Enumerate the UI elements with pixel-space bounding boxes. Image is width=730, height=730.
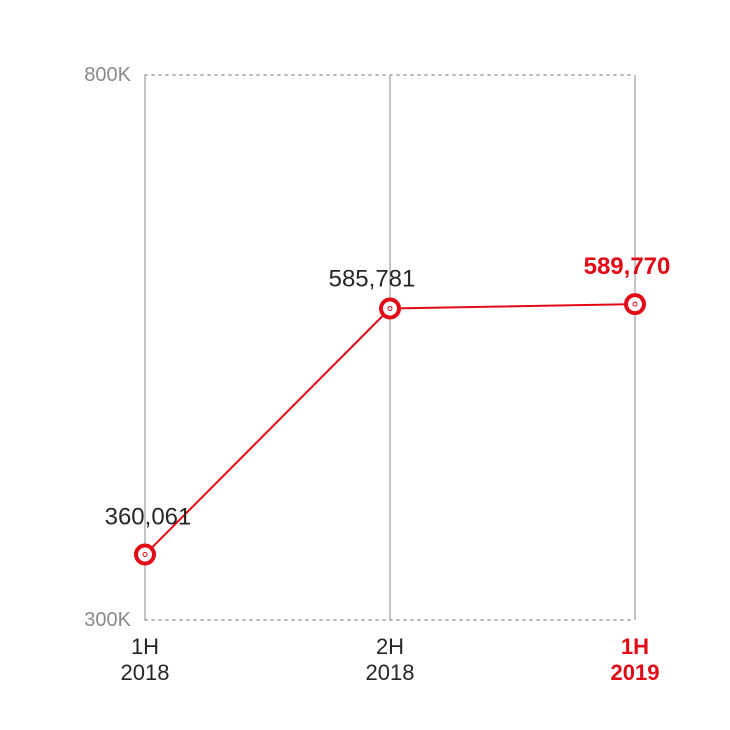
svg-text:1H: 1H <box>131 634 159 659</box>
svg-text:2018: 2018 <box>121 660 170 685</box>
line-chart: 300K800K360,061585,781589,7701H20182H201… <box>0 0 730 730</box>
svg-text:589,770: 589,770 <box>584 253 671 280</box>
svg-text:300K: 300K <box>84 609 131 631</box>
svg-text:585,781: 585,781 <box>329 265 416 292</box>
svg-text:360,061: 360,061 <box>105 504 192 531</box>
svg-text:1H: 1H <box>621 634 649 659</box>
svg-text:2019: 2019 <box>611 660 660 685</box>
svg-text:800K: 800K <box>84 64 131 86</box>
chart-svg: 300K800K360,061585,781589,7701H20182H201… <box>0 0 730 730</box>
svg-text:2018: 2018 <box>366 660 415 685</box>
svg-text:2H: 2H <box>376 634 404 659</box>
